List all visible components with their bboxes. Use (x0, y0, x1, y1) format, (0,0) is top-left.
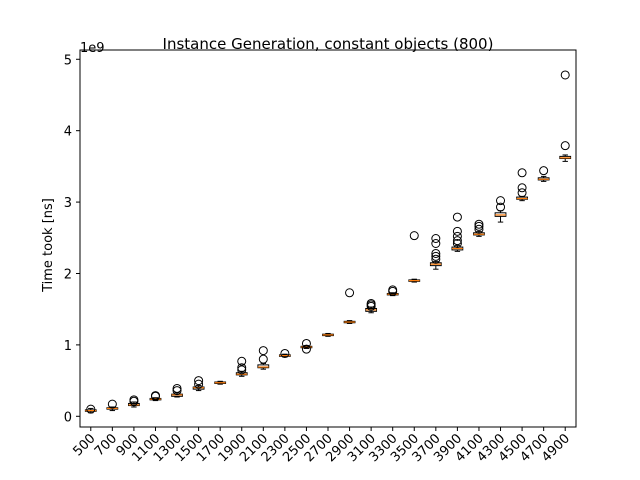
flier (452, 226, 462, 236)
flier (237, 356, 247, 366)
y-tick-label: 2 (64, 267, 72, 282)
y-tick-label: 4 (64, 125, 72, 140)
flier (280, 348, 290, 358)
flier (86, 404, 96, 414)
flier (237, 365, 247, 375)
flier (452, 238, 462, 248)
flier (301, 338, 311, 348)
flier (258, 346, 268, 356)
flier (388, 285, 398, 295)
flier (431, 248, 441, 258)
flier (409, 231, 419, 241)
flier (150, 391, 160, 401)
flier (474, 221, 484, 231)
flier (496, 202, 506, 212)
flier (107, 399, 117, 409)
flier (452, 231, 462, 241)
flier (452, 212, 462, 222)
box (257, 364, 270, 369)
y-tick-label: 0 (64, 410, 72, 425)
flier (431, 234, 441, 243)
flier (474, 219, 484, 229)
y-tick-label: 3 (64, 196, 72, 211)
flier (366, 298, 376, 308)
flier (172, 383, 182, 393)
flier (258, 354, 268, 364)
flier (172, 386, 182, 396)
flier (517, 183, 527, 193)
flier (517, 168, 527, 178)
flier (496, 196, 506, 206)
flier (474, 224, 484, 234)
flier (431, 251, 441, 261)
flier (301, 344, 311, 354)
plot-frame (79, 49, 577, 428)
flier (194, 376, 204, 386)
flier (539, 166, 549, 176)
y-offset-label: 1e9 (80, 41, 105, 56)
flier (452, 236, 462, 246)
flier (560, 70, 570, 80)
y-axis-label: Time took [ns] (41, 198, 56, 293)
flier (237, 363, 247, 373)
flier (129, 395, 139, 405)
flier (345, 288, 355, 298)
y-tick-label: 5 (64, 53, 72, 68)
chart-title: Instance Generation, constant objects (8… (163, 35, 494, 53)
flier (194, 379, 204, 389)
flier (431, 238, 441, 248)
flier (431, 254, 441, 264)
flier (560, 141, 570, 151)
y-tick-label: 1 (64, 339, 72, 354)
flier (517, 188, 527, 198)
